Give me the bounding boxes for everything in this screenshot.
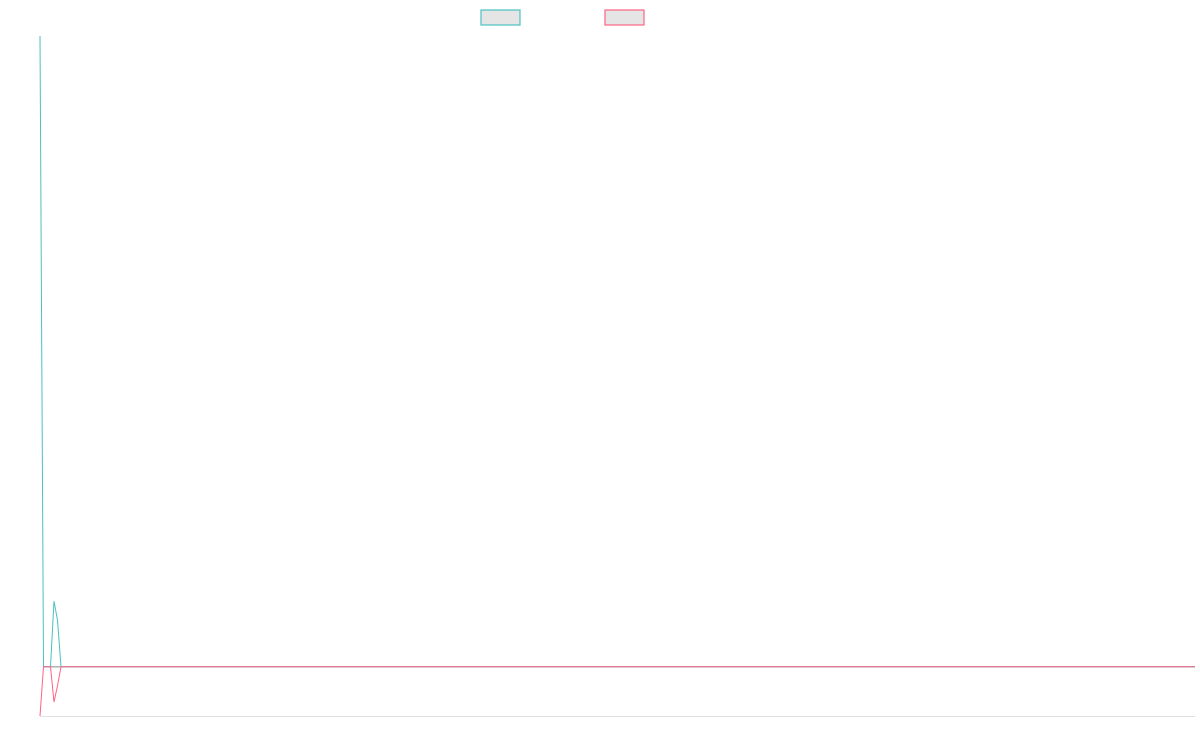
series-line-2 [39,666,1195,717]
legend-swatch-2[interactable] [604,9,645,26]
series-line-1 [39,35,1195,668]
legend [480,9,645,26]
legend-swatch-1[interactable] [480,9,521,26]
